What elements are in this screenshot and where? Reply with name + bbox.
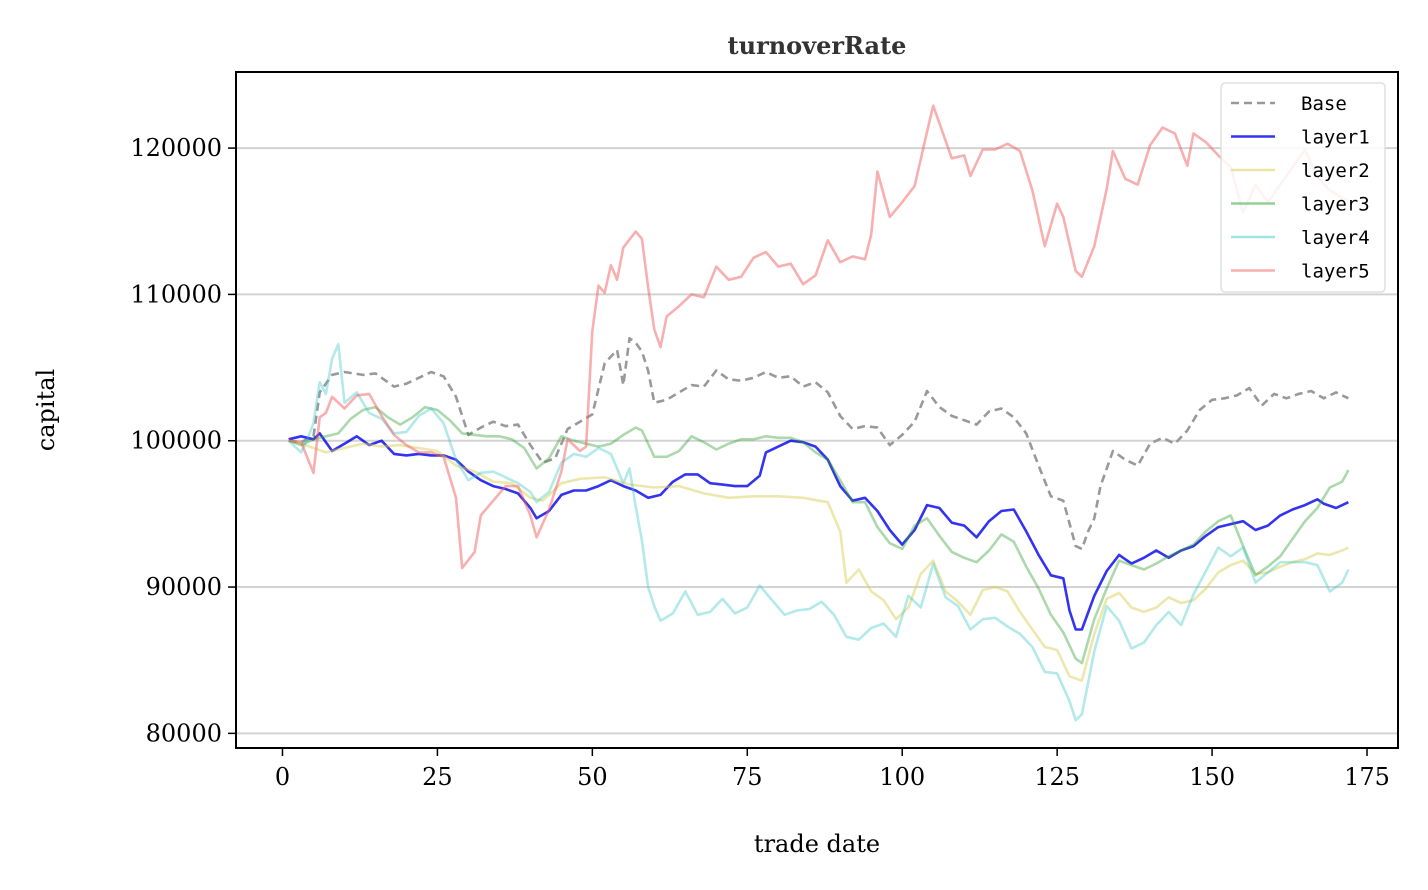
y-tick-label: 100000 — [130, 427, 222, 455]
series-line-layer5 — [288, 104, 1349, 570]
plot-frame — [235, 71, 1399, 749]
x-tick-label: 150 — [1189, 763, 1235, 791]
chart-title: turnoverRate — [728, 31, 907, 60]
x-tick-label: 50 — [577, 763, 608, 791]
y-tick-label: 90000 — [146, 573, 222, 601]
series-line-Base — [288, 337, 1349, 551]
legend-label-layer5: layer5 — [1301, 261, 1370, 283]
x-tick-label: 125 — [1034, 763, 1080, 791]
series-line-layer2 — [288, 439, 1349, 682]
y-tick-label: 110000 — [130, 280, 222, 308]
x-tick-label: 0 — [275, 763, 290, 791]
axis-ticks: 80000 90000 100000 110000 120000 0 25 50 75 100 12… — [130, 134, 1390, 791]
legend-label-layer4: layer4 — [1301, 227, 1370, 249]
legend-label-layer2: layer2 — [1301, 160, 1370, 182]
series-line-layer1 — [288, 432, 1349, 631]
y-tick-label: 80000 — [146, 719, 222, 747]
legend: Base layer1 layer2 layer3 layer4 layer5 — [1220, 82, 1386, 293]
x-tick-label: 175 — [1344, 763, 1390, 791]
legend-label-layer3: layer3 — [1301, 194, 1370, 216]
x-axis-label: trade date — [754, 830, 880, 858]
x-tick-label: 25 — [422, 763, 453, 791]
y-axis-label: capital — [32, 369, 60, 451]
legend-label-layer1: layer1 — [1301, 127, 1370, 149]
gridlines — [236, 147, 1398, 735]
x-tick-label: 75 — [732, 763, 763, 791]
y-tick-label: 120000 — [130, 134, 222, 162]
legend-label-Base: Base — [1301, 93, 1347, 115]
series-line-layer3 — [288, 405, 1350, 665]
series-lines — [287, 104, 1350, 722]
x-tick-label: 100 — [879, 763, 925, 791]
series-line-layer4 — [287, 342, 1350, 722]
